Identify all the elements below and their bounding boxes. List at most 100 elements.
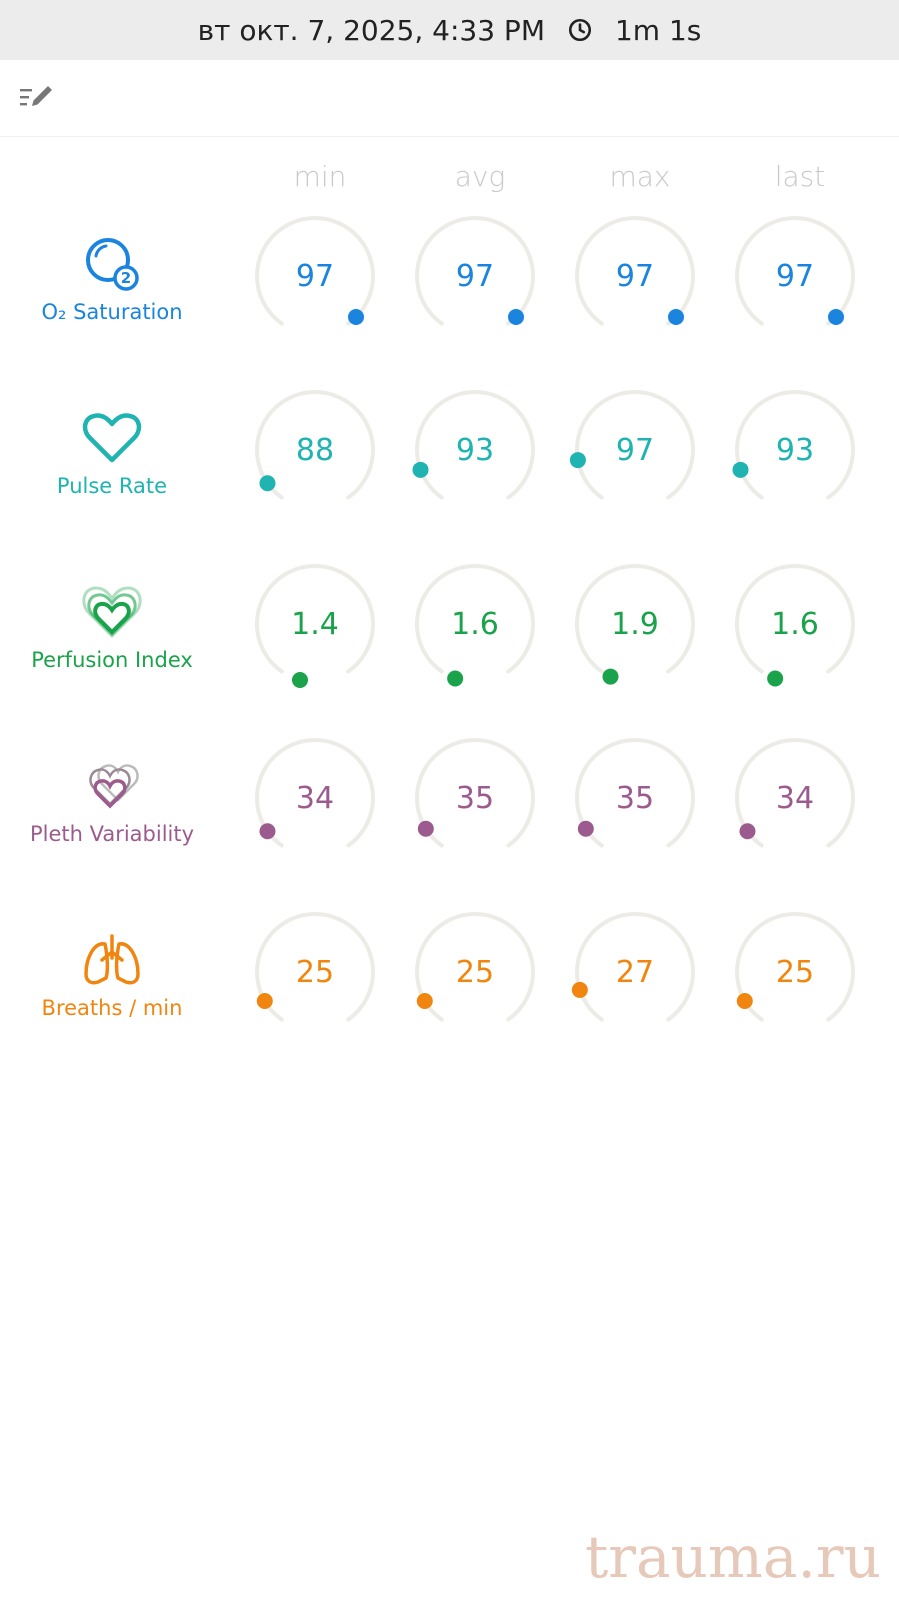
gauge-track xyxy=(415,564,535,674)
gauge-pr-avg[interactable]: 93 xyxy=(405,380,545,520)
metric-row-pi: Perfusion Index 1.4 1.6 1.9 1.6 xyxy=(0,538,899,714)
gauge-value: 93 xyxy=(455,432,495,468)
gauge-spo2-avg[interactable]: 97 xyxy=(405,206,545,346)
gauge-indicator-dot xyxy=(732,461,749,478)
gauge-pvi-max[interactable]: 35 xyxy=(565,728,705,868)
gauge-pvi-last[interactable]: 34 xyxy=(725,728,865,868)
column-header-last: last xyxy=(774,160,826,193)
gauge-spo2-min[interactable]: 97 xyxy=(245,206,385,346)
toolbar xyxy=(0,60,899,137)
metric-label-rr: Breaths / min xyxy=(41,996,183,1020)
gauge-value: 27 xyxy=(615,954,655,990)
gauge-indicator-dot xyxy=(291,672,308,689)
gauge-pi-last[interactable]: 1.6 xyxy=(725,554,865,694)
gauge-pi-avg[interactable]: 1.6 xyxy=(405,554,545,694)
gauge-indicator-dot xyxy=(348,309,365,326)
gauge-track xyxy=(735,912,855,1022)
gauge-value: 25 xyxy=(775,954,815,990)
gauge-track xyxy=(735,738,855,848)
gauge-track xyxy=(255,216,375,326)
gauge-value: 97 xyxy=(615,258,655,294)
clock-icon xyxy=(568,18,592,42)
gauge-rr-last[interactable]: 25 xyxy=(725,902,865,1042)
gauge-rr-min[interactable]: 25 xyxy=(245,902,385,1042)
gauge-spo2-max[interactable]: 97 xyxy=(565,206,705,346)
gauge-indicator-dot xyxy=(447,670,464,687)
gauge-indicator-dot xyxy=(571,981,588,998)
gauge-track xyxy=(415,390,535,500)
gauge-rr-max[interactable]: 27 xyxy=(565,902,705,1042)
gauge-track xyxy=(255,390,375,500)
gauge-rr-avg[interactable]: 25 xyxy=(405,902,545,1042)
gauge-value: 97 xyxy=(455,258,495,294)
gauge-value: 93 xyxy=(775,432,815,468)
metric-label-pvi: Pleth Variability xyxy=(29,822,195,846)
metric-row-rr: Breaths / min 25 25 27 25 xyxy=(0,886,899,1062)
metric-row-spo2: 2 O₂ Saturation 97 97 97 97 xyxy=(0,190,899,366)
gauge-track xyxy=(415,738,535,848)
gauge-indicator-dot xyxy=(602,668,619,685)
gauge-indicator-dot xyxy=(508,309,525,326)
column-header-min: min xyxy=(293,160,347,193)
gauge-pvi-avg[interactable]: 35 xyxy=(405,728,545,868)
gauge-track xyxy=(255,738,375,848)
gauge-pi-min[interactable]: 1.4 xyxy=(245,554,385,694)
gauge-track xyxy=(735,216,855,326)
session-datetime: вт окт. 7, 2025, 4:33 PM xyxy=(197,13,545,47)
gauge-track xyxy=(575,738,695,848)
metric-label-pr: Pulse Rate xyxy=(56,474,168,498)
gauge-value: 88 xyxy=(295,432,335,468)
pleth-hearts-icon xyxy=(89,764,139,809)
gauge-indicator-dot xyxy=(569,452,586,469)
lungs-icon xyxy=(84,934,140,985)
gauge-value: 97 xyxy=(775,258,815,294)
gauge-pvi-min[interactable]: 34 xyxy=(245,728,385,868)
gauge-value: 35 xyxy=(455,780,495,816)
gauge-pr-max[interactable]: 97 xyxy=(565,380,705,520)
heart-icon xyxy=(82,413,142,463)
edit-notes-icon[interactable] xyxy=(18,82,58,114)
gauge-value: 25 xyxy=(455,954,495,990)
gauge-indicator-dot xyxy=(256,993,273,1009)
gauge-value: 34 xyxy=(775,780,815,816)
gauge-track xyxy=(415,912,535,1022)
gauge-indicator-dot xyxy=(828,309,845,326)
gauge-track xyxy=(415,216,535,326)
gauge-indicator-dot xyxy=(668,309,685,326)
gauge-pi-max[interactable]: 1.9 xyxy=(565,554,705,694)
column-header-avg: avg xyxy=(454,160,506,193)
gauge-value: 34 xyxy=(295,780,335,816)
gauge-indicator-dot xyxy=(416,993,433,1009)
gauge-value: 1.6 xyxy=(771,606,819,642)
metric-label-pi: Perfusion Index xyxy=(31,648,193,672)
perfusion-hearts-icon xyxy=(82,586,142,639)
status-bar: вт окт. 7, 2025, 4:33 PM 1m 1s xyxy=(0,0,899,60)
gauge-indicator-dot xyxy=(412,461,429,478)
metric-label-spo2: O₂ Saturation xyxy=(41,300,183,324)
gauge-value: 1.9 xyxy=(611,606,659,642)
gauge-indicator-dot xyxy=(417,820,434,837)
gauge-indicator-dot xyxy=(259,475,276,492)
column-header-max: max xyxy=(609,160,671,193)
metric-row-pvi: Pleth Variability 34 35 35 34 xyxy=(0,712,899,888)
metric-row-pr: Pulse Rate 88 93 97 93 xyxy=(0,364,899,540)
gauge-value: 25 xyxy=(295,954,335,990)
gauge-spo2-last[interactable]: 97 xyxy=(725,206,865,346)
gauge-track xyxy=(255,564,375,674)
o2-icon: 2 xyxy=(86,238,139,291)
gauge-pr-last[interactable]: 93 xyxy=(725,380,865,520)
gauge-track xyxy=(575,216,695,326)
gauge-indicator-dot xyxy=(767,670,784,687)
gauge-value: 35 xyxy=(615,780,655,816)
gauge-indicator-dot xyxy=(739,823,756,840)
watermark: trauma.ru xyxy=(584,1523,881,1591)
gauge-indicator-dot xyxy=(736,993,753,1009)
session-duration: 1m 1s xyxy=(614,13,702,47)
gauge-indicator-dot xyxy=(577,820,594,837)
gauge-pr-min[interactable]: 88 xyxy=(245,380,385,520)
gauge-value: 97 xyxy=(295,258,335,294)
gauge-track xyxy=(255,912,375,1022)
gauge-value: 1.4 xyxy=(291,606,339,642)
gauge-value: 97 xyxy=(615,432,655,468)
gauge-track xyxy=(735,390,855,500)
